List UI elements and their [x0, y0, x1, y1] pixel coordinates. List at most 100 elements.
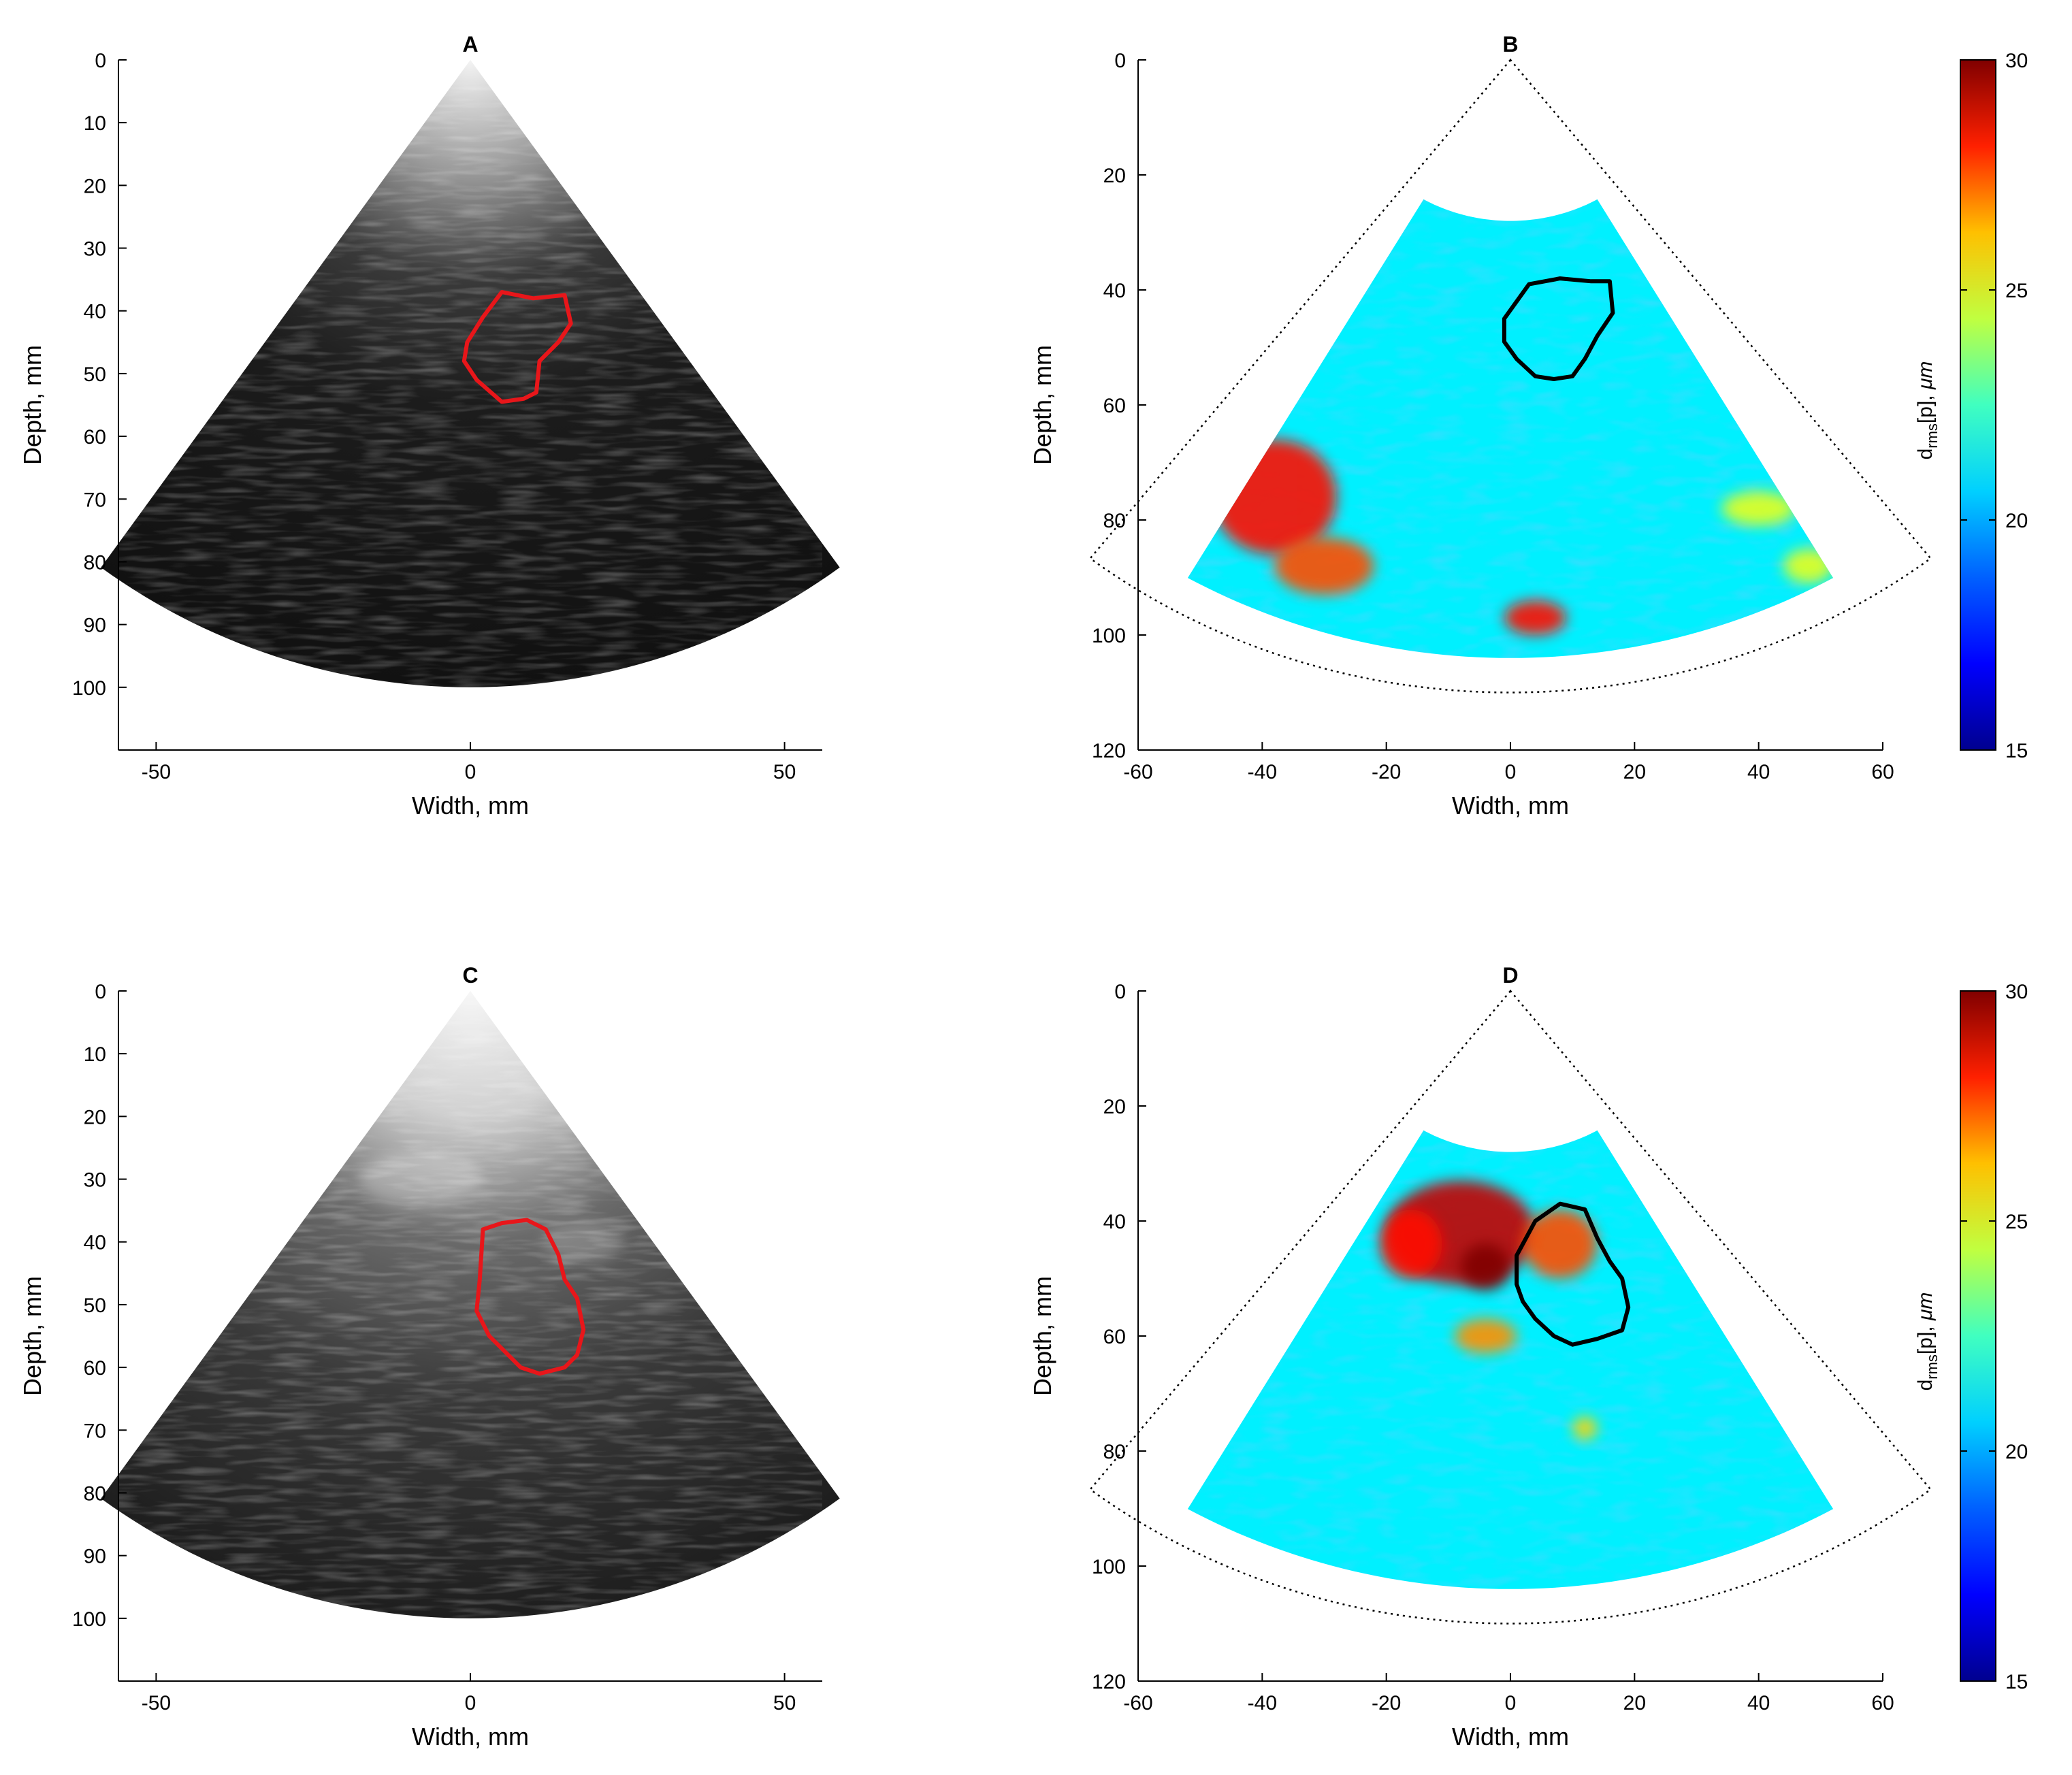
colorbar: 15 20 25 30 drms[p], μm [1914, 50, 2028, 762]
y-tick-label: 90 [84, 1546, 106, 1568]
roi-contour [462, 290, 573, 404]
x-tick-label: 0 [465, 1692, 476, 1714]
panel-c: -50 0 50 0 10 20 30 40 50 60 70 80 90 100 Width, mm Dep… [18, 963, 840, 1750]
x-tick-label: 0 [1505, 761, 1517, 783]
hotspot [1212, 439, 1337, 555]
x-tick-label: 60 [1871, 761, 1894, 783]
hotspot [1274, 537, 1374, 595]
panel-b: -60 -40 -20 0 20 40 60 0 20 40 60 80 100 120 Width, mm… [1029, 32, 2028, 819]
colorbar-tick-label: 25 [2005, 1211, 2028, 1233]
x-tick-label: -60 [1123, 1692, 1152, 1714]
x-axis-label: Width, mm [1452, 1723, 1569, 1750]
y-tick-label: 30 [84, 238, 106, 261]
x-tick-label: -50 [142, 761, 171, 783]
x-axis-label: Width, mm [1452, 792, 1569, 819]
x-tick-label: -20 [1372, 761, 1401, 783]
y-tick-label: 20 [84, 175, 106, 197]
colorbar-gradient [1960, 59, 1996, 751]
y-tick-label: 0 [1114, 981, 1126, 1003]
roi-contour [474, 1218, 586, 1376]
colorbar-label: drms[p], μm [1914, 1292, 1941, 1391]
colorbar-tick-label: 20 [2005, 510, 2028, 532]
hotspot [1380, 1209, 1442, 1279]
colorbar-tick-label: 30 [2005, 50, 2028, 72]
y-tick-label: 80 [1103, 1441, 1126, 1463]
panel-title: C [462, 963, 478, 988]
y-tick-label: 80 [84, 1482, 106, 1505]
x-tick-label: 20 [1623, 1692, 1646, 1714]
colorbar-label: drms[p], μm [1914, 361, 1941, 460]
x-tick-label: 50 [773, 761, 796, 783]
y-tick-label: 40 [1103, 1211, 1126, 1233]
y-tick-label: 0 [1114, 50, 1126, 72]
y-tick-label: 100 [72, 677, 106, 700]
y-tick-label: 20 [84, 1106, 106, 1128]
colorbar-tick-label: 15 [2005, 740, 2028, 762]
colorbar-tick-label: 25 [2005, 280, 2028, 302]
y-axis-label: Depth, mm [1029, 1276, 1056, 1396]
y-tick-label: 100 [1092, 625, 1126, 647]
colorbar-gradient [1960, 990, 1996, 1682]
roi-contour [1502, 276, 1615, 381]
roi-contour [1515, 1201, 1631, 1347]
map-hotspots [1187, 1130, 1834, 1589]
hotspot [1454, 1318, 1517, 1354]
x-axis-label: Width, mm [412, 792, 529, 819]
y-tick-label: 0 [95, 981, 106, 1003]
colorbar-tick-label: 30 [2005, 981, 2028, 1003]
y-tick-label: 50 [84, 363, 106, 386]
y-tick-label: 40 [84, 1232, 106, 1254]
panel-d: -60 -40 -20 0 20 40 60 0 20 40 60 80 100 120 Width, mm… [1029, 963, 2028, 1750]
x-tick-label: -60 [1123, 761, 1152, 783]
y-axis-label: Depth, mm [18, 1276, 46, 1396]
x-tick-label: 0 [465, 761, 476, 783]
y-tick-label: 100 [72, 1608, 106, 1631]
x-tick-label: 50 [773, 1692, 796, 1714]
y-tick-label: 120 [1092, 740, 1126, 762]
x-tick-label: -40 [1248, 1692, 1277, 1714]
y-tick-label: 50 [84, 1294, 106, 1317]
y-tick-label: 60 [1103, 395, 1126, 417]
y-tick-label: 80 [84, 551, 106, 574]
x-tick-label: 20 [1623, 761, 1646, 783]
x-tick-label: -20 [1372, 1692, 1401, 1714]
colorbar: 15 20 25 30 drms[p], μm [1914, 981, 2028, 1693]
y-tick-label: 120 [1092, 1671, 1126, 1693]
x-tick-label: -40 [1248, 761, 1277, 783]
bmode-speckle [118, 60, 822, 687]
bmode-speckle [118, 991, 822, 1618]
x-tick-label: 0 [1505, 1692, 1517, 1714]
y-tick-label: 60 [1103, 1326, 1126, 1348]
hotspot [1504, 600, 1567, 636]
y-tick-label: 10 [84, 112, 106, 135]
hotspot [1461, 1243, 1511, 1290]
hotspot [1783, 549, 1834, 583]
x-tick-label: -50 [142, 1692, 171, 1714]
x-tick-label: 60 [1871, 1692, 1894, 1714]
y-tick-label: 100 [1092, 1556, 1126, 1578]
y-tick-label: 10 [84, 1043, 106, 1066]
hotspot [1721, 491, 1796, 526]
colorbar-tick-label: 15 [2005, 1671, 2028, 1693]
colorbar-tick-label: 20 [2005, 1441, 2028, 1463]
panel-title: D [1502, 963, 1518, 988]
hotspot [1572, 1416, 1598, 1440]
y-axis-label: Depth, mm [18, 345, 46, 465]
y-tick-label: 70 [84, 489, 106, 511]
x-tick-label: 40 [1747, 1692, 1770, 1714]
y-axis-label: Depth, mm [1029, 345, 1056, 465]
sector-outline [1088, 990, 1932, 1625]
x-tick-label: 40 [1747, 761, 1770, 783]
y-tick-label: 30 [84, 1169, 106, 1192]
panel-title: A [462, 32, 478, 56]
y-tick-label: 0 [95, 50, 106, 72]
y-tick-label: 80 [1103, 510, 1126, 532]
y-tick-label: 20 [1103, 1096, 1126, 1118]
y-tick-label: 60 [84, 426, 106, 449]
y-tick-label: 70 [84, 1420, 106, 1442]
x-axis-label: Width, mm [412, 1723, 529, 1750]
hotspot [1523, 1209, 1598, 1279]
y-tick-label: 90 [84, 615, 106, 637]
sector-outline [1088, 59, 1932, 694]
